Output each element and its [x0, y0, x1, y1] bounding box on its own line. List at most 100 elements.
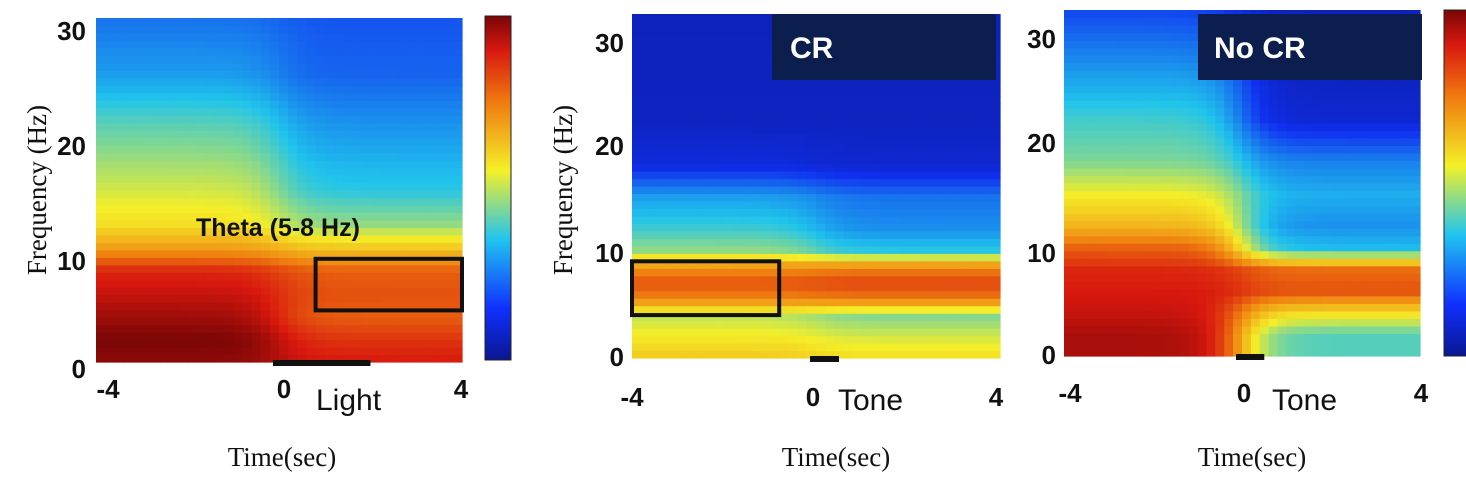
heatmap-cell: [306, 302, 317, 311]
heatmap-cell: [96, 70, 106, 79]
heatmap-cell: [114, 339, 125, 348]
heatmap-cell: [251, 339, 262, 348]
heatmap-cell: [751, 245, 762, 254]
heatmap-cell: [843, 223, 854, 232]
heatmap-cell: [871, 260, 881, 269]
heatmap-cell: [315, 294, 326, 303]
heatmap-cell: [650, 36, 661, 45]
heatmap-cell: [825, 208, 835, 217]
heatmap-cell: [233, 137, 243, 146]
heatmap-cell: [150, 182, 161, 191]
heatmap-cell: [343, 152, 353, 161]
heatmap-cell: [1072, 160, 1083, 169]
heatmap-cell: [1206, 92, 1216, 101]
heatmap-cell: [705, 320, 716, 329]
heatmap-cell: [370, 182, 381, 191]
heatmap-cell: [214, 167, 225, 176]
heatmap-cell: [770, 275, 780, 284]
heatmap-cell: [105, 302, 115, 311]
heatmap-cell: [751, 275, 762, 284]
heatmap-cell: [650, 215, 661, 224]
heatmap-cell: [659, 163, 670, 172]
heatmap-cell: [1144, 348, 1154, 357]
heatmap-cell: [169, 287, 179, 296]
heatmap-cell: [917, 193, 927, 202]
heatmap-cell: [425, 92, 436, 101]
heatmap-cell: [1224, 160, 1234, 169]
heatmap-cell: [306, 279, 317, 288]
heatmap-cell: [852, 320, 863, 329]
heatmap-cell: [269, 145, 280, 154]
heatmap-cell: [452, 197, 463, 206]
heatmap-cell: [160, 287, 170, 296]
heatmap-cell: [1144, 310, 1154, 319]
heatmap-cell: [1215, 295, 1225, 304]
heatmap-cell: [160, 130, 170, 139]
heatmap-cell: [1153, 115, 1163, 124]
heatmap-cell: [834, 215, 845, 224]
heatmap-cell: [1188, 62, 1199, 71]
heatmap-cell: [352, 152, 362, 161]
heatmap-cell: [370, 279, 381, 288]
heatmap-cell: [132, 152, 143, 161]
heatmap-cell: [96, 324, 106, 333]
heatmap-cell: [1144, 167, 1154, 177]
heatmap-cell: [105, 137, 115, 146]
heatmap-cell: [852, 275, 863, 284]
heatmap-cell: [1188, 205, 1199, 214]
heatmap-cell: [233, 339, 243, 348]
heatmap-cell: [1135, 10, 1145, 19]
heatmap-cell: [797, 156, 808, 165]
heatmap-cell: [714, 260, 725, 269]
heatmap-cell: [806, 320, 817, 329]
heatmap-cell: [1153, 258, 1163, 267]
heatmap-cell: [425, 182, 436, 191]
heatmap-cell: [696, 28, 707, 38]
heatmap-cell: [668, 126, 679, 135]
heatmap-cell: [825, 200, 835, 210]
heatmap-cell: [279, 137, 289, 146]
heatmap-cell: [668, 103, 679, 112]
heatmap-cell: [1064, 70, 1074, 79]
heatmap-cell: [1215, 85, 1225, 94]
heatmap-cell: [443, 130, 454, 139]
heatmap-cell: [862, 148, 872, 157]
heatmap-cell: [990, 103, 1001, 112]
heatmap-cell: [187, 317, 198, 326]
heatmap-cell: [379, 249, 390, 258]
heatmap-cell: [343, 264, 353, 273]
heatmap-cell: [926, 275, 937, 284]
heatmap-cell: [343, 92, 353, 101]
heatmap-cell: [315, 302, 326, 311]
heatmap-cell: [1277, 295, 1288, 304]
heatmap-cell: [816, 328, 826, 337]
heatmap-cell: [434, 122, 445, 131]
heatmap-cell: [150, 122, 161, 131]
heatmap-cell: [954, 178, 964, 187]
heatmap-cell: [352, 332, 362, 341]
heatmap-cell: [742, 208, 753, 217]
heatmap-cell: [797, 238, 808, 247]
heatmap-cell: [123, 219, 134, 228]
heatmap-cell: [242, 234, 253, 243]
heatmap-cell: [214, 160, 225, 169]
heatmap-cell: [1117, 243, 1127, 252]
heatmap-cell: [397, 264, 408, 273]
heatmap-cell: [178, 18, 189, 27]
heatmap-cell: [788, 230, 799, 239]
heatmap-cell: [214, 212, 225, 221]
heatmap-cell: [343, 40, 353, 49]
heatmap-cell: [260, 47, 271, 56]
heatmap-cell: [668, 253, 679, 262]
heatmap-cell: [315, 249, 326, 258]
heatmap-cell: [96, 32, 106, 42]
heatmap-cell: [1188, 333, 1199, 342]
heatmap-cell: [452, 62, 463, 71]
heatmap-cell: [123, 62, 134, 71]
heatmap-cell: [297, 85, 308, 94]
heatmap-cell: [1126, 40, 1136, 49]
heatmap-cell: [407, 32, 417, 42]
heatmap-cell: [742, 66, 753, 75]
heatmap-cell: [1215, 130, 1225, 139]
heatmap-cell: [1090, 310, 1101, 319]
